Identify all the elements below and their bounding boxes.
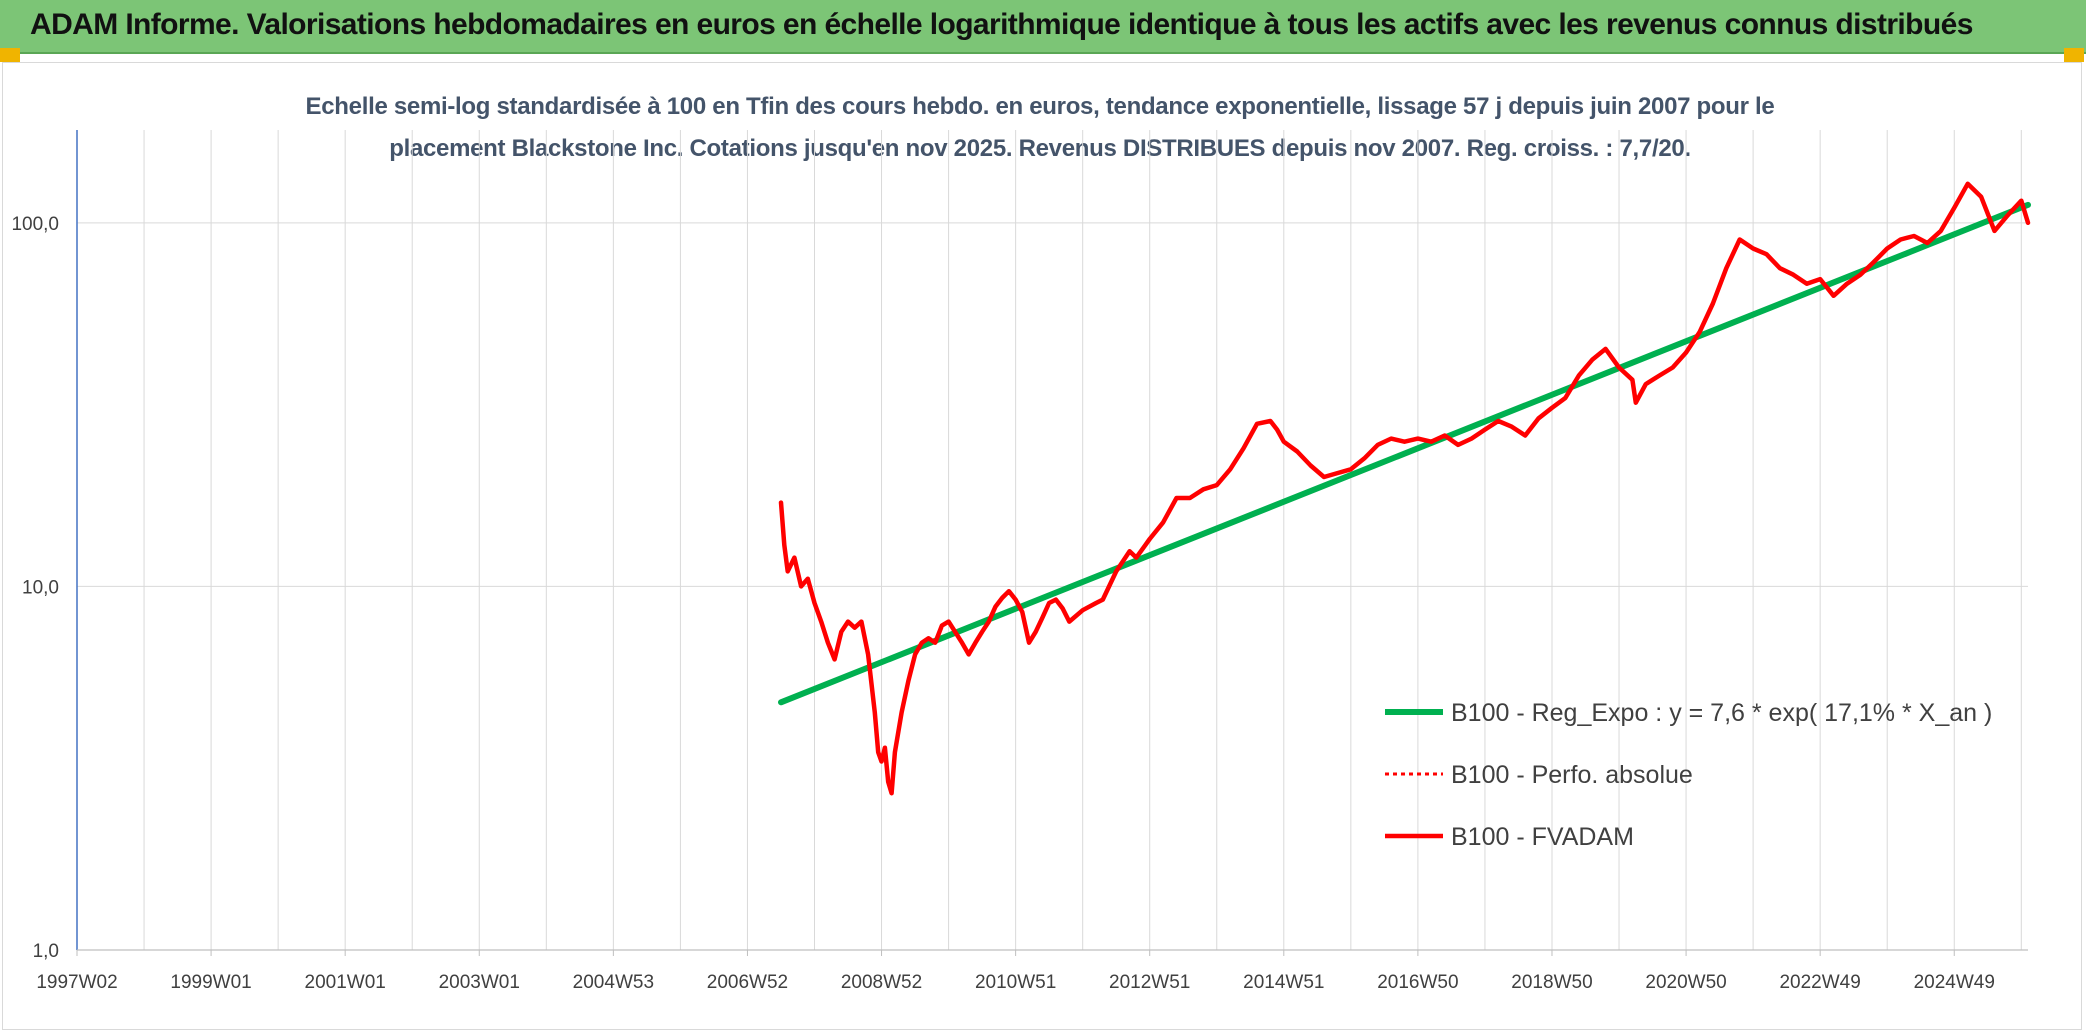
x-tick-label: 2006W52 (707, 972, 788, 993)
header-banner: ADAM Informe. Valorisations hebdomadaire… (0, 0, 2086, 54)
chart-area (2, 62, 2082, 1030)
legend-label-2: B100 - Perfo. absolue (1451, 761, 1693, 789)
chart-subtitle: Echelle semi-log standardisée à 100 en T… (250, 86, 1830, 170)
x-tick-label: 1997W02 (36, 972, 117, 993)
x-tick-label: 2016W50 (1377, 972, 1458, 993)
x-tick-label: 1999W01 (170, 972, 251, 993)
series-line-1 (778, 201, 2031, 706)
series-lines (778, 181, 2031, 796)
x-tick-label: 2024W49 (1914, 972, 1995, 993)
y-tick-label: 1,0 (33, 941, 59, 962)
series-line-3 (778, 181, 2031, 796)
corner-marker-left (0, 48, 20, 62)
x-tick-label: 2003W01 (439, 972, 520, 993)
x-tick-label: 2012W51 (1109, 972, 1190, 993)
x-tick-label: 2010W51 (975, 972, 1056, 993)
x-tick-label: 2018W50 (1511, 972, 1592, 993)
y-tick-label: 10,0 (22, 577, 59, 598)
x-tick-label: 2004W53 (573, 972, 654, 993)
x-tick-label: 2001W01 (305, 972, 386, 993)
chart-subtitle-line-2: placement Blackstone Inc. Cotations jusq… (389, 135, 1691, 162)
corner-marker-right (2064, 48, 2084, 62)
y-tick-label: 100,0 (11, 214, 59, 235)
x-tick-label: 2022W49 (1779, 972, 1860, 993)
x-tick-label: 2014W51 (1243, 972, 1324, 993)
chart-subtitle-line-1: Echelle semi-log standardisée à 100 en T… (305, 93, 1775, 120)
legend-label-3: B100 - FVADAM (1451, 823, 1634, 851)
axes: 1,0 10,0 100,0 1997W02 1999W01 2001W01 2003W01… (11, 130, 2028, 993)
legend-label-1: B100 - Reg_Expo : y = 7,6 * exp( 17,1% *… (1451, 699, 1992, 727)
legend: B100 - Reg_Expo : y = 7,6 * exp( 17,1% *… (1385, 699, 1992, 851)
x-tick-label: 2008W52 (841, 972, 922, 993)
x-tick-label: 2020W50 (1645, 972, 1726, 993)
page-title: ADAM Informe. Valorisations hebdomadaire… (30, 8, 1973, 41)
